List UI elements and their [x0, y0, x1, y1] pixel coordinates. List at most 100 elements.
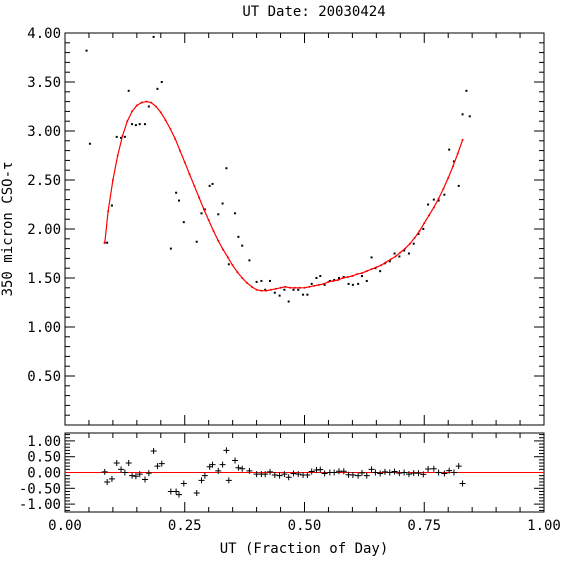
- data-point: [351, 283, 354, 286]
- data-point: [200, 212, 203, 215]
- fit-point: [346, 276, 349, 279]
- residual-point: [401, 469, 408, 476]
- fit-point: [188, 173, 191, 176]
- fit-point: [332, 279, 335, 282]
- residual-point: [129, 472, 136, 479]
- data-point: [365, 279, 368, 282]
- data-point: [208, 184, 211, 187]
- fit-point: [404, 247, 407, 250]
- data-point: [427, 203, 430, 206]
- data-point: [175, 191, 178, 194]
- fit-point: [178, 149, 181, 152]
- fit-point: [231, 264, 234, 267]
- data-point: [234, 212, 237, 215]
- data-point: [448, 148, 451, 151]
- y-tick-label: 3.00: [27, 124, 61, 140]
- fit-point: [442, 187, 445, 190]
- residual-point: [396, 470, 403, 477]
- residual-point: [108, 475, 115, 482]
- fit-point: [279, 286, 282, 289]
- fit-point: [289, 286, 292, 289]
- y-tick-label: 1.00: [27, 320, 61, 336]
- fit-point: [226, 256, 229, 259]
- fit-point: [155, 105, 158, 108]
- residual-point: [349, 472, 356, 479]
- fit-point: [375, 266, 378, 269]
- residual-point: [125, 460, 132, 467]
- fit-point: [303, 286, 306, 289]
- residual-point: [262, 471, 269, 478]
- data-point: [437, 199, 440, 202]
- fit-point: [159, 111, 162, 114]
- residual-point: [459, 480, 466, 487]
- residual-point: [136, 471, 143, 478]
- x-tick-label: 1.00: [527, 518, 561, 534]
- residual-point: [158, 460, 165, 467]
- residual-point: [121, 469, 128, 476]
- data-point: [143, 123, 146, 126]
- residual-point: [430, 465, 437, 472]
- fit-point: [356, 273, 359, 276]
- residual-point: [295, 471, 302, 478]
- residual-point: [113, 460, 120, 467]
- fit-point: [269, 288, 272, 291]
- residual-point: [193, 490, 200, 497]
- fit-point: [212, 229, 215, 232]
- y-axis-label: 350 micron CSO-τ: [0, 162, 16, 297]
- residual-point: [276, 472, 283, 479]
- residual-point: [377, 470, 384, 477]
- residual-point: [201, 472, 208, 479]
- data-point: [337, 277, 340, 279]
- residual-point: [154, 463, 161, 470]
- residual-point: [167, 488, 174, 495]
- data-point: [443, 193, 446, 196]
- x-axis-label: UT (Fraction of Day): [220, 541, 389, 557]
- residual-point: [180, 480, 187, 487]
- fit-point: [428, 214, 431, 217]
- data-point: [225, 167, 228, 170]
- fit-point: [327, 280, 330, 283]
- fit-point: [193, 184, 196, 187]
- fit-point: [365, 270, 368, 273]
- x-tick-label: 0.25: [168, 518, 202, 534]
- data-point: [106, 241, 109, 244]
- fit-point: [451, 165, 454, 168]
- data-point: [269, 279, 272, 282]
- data-point: [169, 247, 172, 250]
- data-point: [328, 279, 331, 282]
- fit-point: [456, 152, 459, 155]
- data-point: [88, 142, 91, 145]
- data-point: [152, 35, 155, 38]
- fit-point: [461, 138, 464, 141]
- data-point: [302, 293, 305, 296]
- residual-point: [368, 466, 375, 473]
- fit-point: [217, 239, 220, 242]
- data-point: [379, 270, 382, 273]
- data-point: [255, 280, 258, 283]
- fit-point: [265, 289, 268, 292]
- fit-point: [370, 268, 373, 271]
- data-point: [127, 89, 130, 92]
- fit-point: [250, 285, 253, 288]
- y-tick-label: 0.50: [27, 369, 61, 385]
- x-tick-label: 0.75: [407, 518, 441, 534]
- residual-point: [340, 468, 347, 475]
- residual-point: [355, 472, 362, 479]
- data-point: [227, 263, 230, 266]
- data-point: [315, 277, 318, 279]
- y-tick-label: 2.00: [27, 222, 61, 238]
- data-point: [432, 198, 435, 201]
- fit-point: [308, 285, 311, 288]
- fit-point: [274, 287, 277, 290]
- fit-point: [317, 283, 320, 286]
- data-point: [221, 202, 224, 205]
- data-point: [278, 294, 281, 297]
- fit-point: [389, 258, 392, 261]
- fit-point: [135, 104, 138, 107]
- residual-point: [223, 447, 230, 454]
- data-point: [457, 184, 460, 187]
- residual-point: [415, 470, 422, 477]
- residual-point: [198, 477, 205, 484]
- fit-point: [131, 110, 134, 113]
